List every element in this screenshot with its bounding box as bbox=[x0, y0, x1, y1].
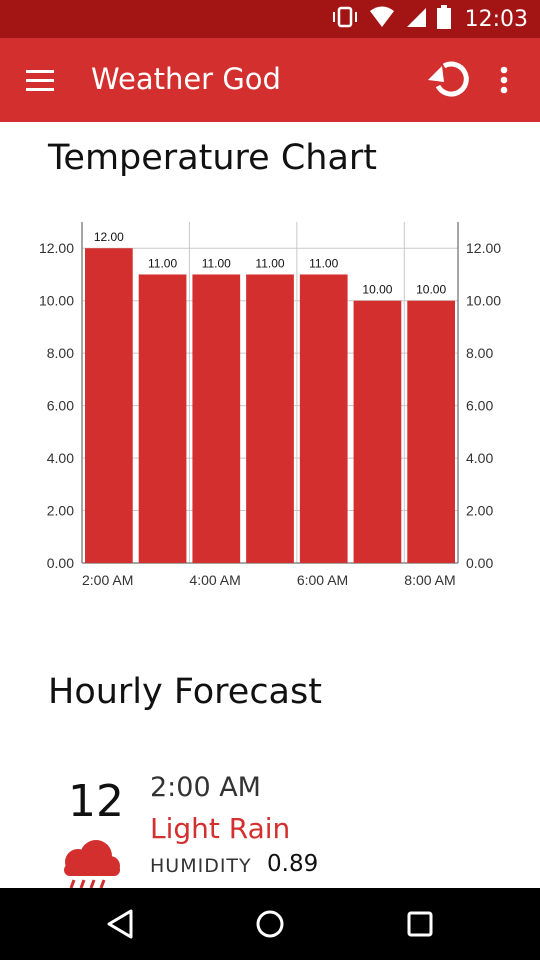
app-bar: Weather God bbox=[0, 38, 540, 122]
home-button[interactable] bbox=[243, 898, 297, 950]
y-tick-label-right: 4.00 bbox=[466, 450, 493, 466]
back-triangle-icon bbox=[107, 909, 133, 939]
bar-value-label: 11.00 bbox=[255, 256, 284, 270]
status-bar: 12:03 bbox=[0, 0, 540, 38]
bar-value-label: 10.00 bbox=[362, 283, 392, 297]
hamburger-menu-icon bbox=[26, 70, 54, 91]
y-tick-label-left: 2.00 bbox=[47, 503, 74, 519]
recents-button[interactable] bbox=[393, 898, 447, 950]
bar-value-label: 12.00 bbox=[94, 230, 124, 244]
bar bbox=[192, 274, 241, 563]
y-tick-label-left: 0.00 bbox=[47, 555, 74, 571]
vibrate-icon bbox=[331, 6, 359, 33]
signal-icon bbox=[405, 6, 427, 33]
refresh-button[interactable] bbox=[424, 56, 476, 104]
forecast-time: 2:00 AM bbox=[150, 772, 261, 803]
y-tick-label-left: 12.00 bbox=[39, 240, 74, 256]
bar-value-label: 10.00 bbox=[416, 283, 446, 297]
forecast-temperature: 12 bbox=[68, 776, 124, 827]
y-tick-label-right: 10.00 bbox=[466, 293, 501, 309]
bar bbox=[407, 300, 455, 563]
battery-icon bbox=[436, 4, 451, 34]
y-tick-label-left: 10.00 bbox=[39, 293, 74, 309]
x-tick-label: 6:00 AM bbox=[297, 572, 348, 588]
bar bbox=[353, 300, 402, 563]
humidity-label: HUMIDITY bbox=[150, 855, 252, 877]
temperature-chart: 0.00 0.00 2.00 2.00 4.00 4.00 6.00 6.00 8.00 8.00… bbox=[39, 222, 501, 588]
recents-square-icon bbox=[407, 911, 433, 937]
more-vert-icon bbox=[500, 66, 508, 94]
status-time: 12:03 bbox=[464, 6, 528, 32]
bar-value-label: 11.00 bbox=[309, 256, 338, 270]
bar bbox=[246, 274, 294, 563]
navigation-bar bbox=[0, 888, 540, 960]
forecast-condition: Light Rain bbox=[150, 812, 291, 845]
x-tick-label: 2:00 AM bbox=[82, 572, 133, 588]
y-tick-label-right: 0.00 bbox=[466, 555, 493, 571]
refresh-icon bbox=[428, 61, 469, 97]
y-tick-label-right: 12.00 bbox=[466, 240, 501, 256]
bar bbox=[85, 248, 133, 563]
bar-value-label: 11.00 bbox=[202, 256, 231, 270]
home-circle-icon bbox=[256, 910, 284, 938]
y-tick-label-left: 8.00 bbox=[47, 345, 74, 361]
menu-button[interactable] bbox=[20, 60, 60, 100]
y-tick-label-right: 6.00 bbox=[466, 398, 493, 414]
y-tick-label-right: 2.00 bbox=[466, 503, 493, 519]
app-title: Weather God bbox=[91, 62, 281, 96]
chart-section-title: Temperature Chart bbox=[48, 138, 378, 178]
y-tick-label-left: 6.00 bbox=[47, 398, 74, 414]
back-button[interactable] bbox=[93, 898, 147, 950]
bar-value-label: 11.00 bbox=[148, 256, 177, 270]
forecast-section-title: Hourly Forecast bbox=[48, 672, 322, 712]
x-tick-label: 8:00 AM bbox=[404, 572, 455, 588]
bar bbox=[138, 274, 187, 563]
bar bbox=[299, 274, 348, 563]
y-tick-label-left: 4.00 bbox=[47, 450, 74, 466]
rain-cloud-icon bbox=[56, 838, 124, 890]
y-tick-label-right: 8.00 bbox=[466, 345, 493, 361]
x-tick-label: 4:00 AM bbox=[189, 572, 240, 588]
humidity-value: 0.89 bbox=[267, 851, 319, 877]
status-icons: 12:03 bbox=[331, 0, 528, 38]
overflow-menu-button[interactable] bbox=[488, 60, 520, 100]
wifi-icon bbox=[369, 6, 395, 33]
